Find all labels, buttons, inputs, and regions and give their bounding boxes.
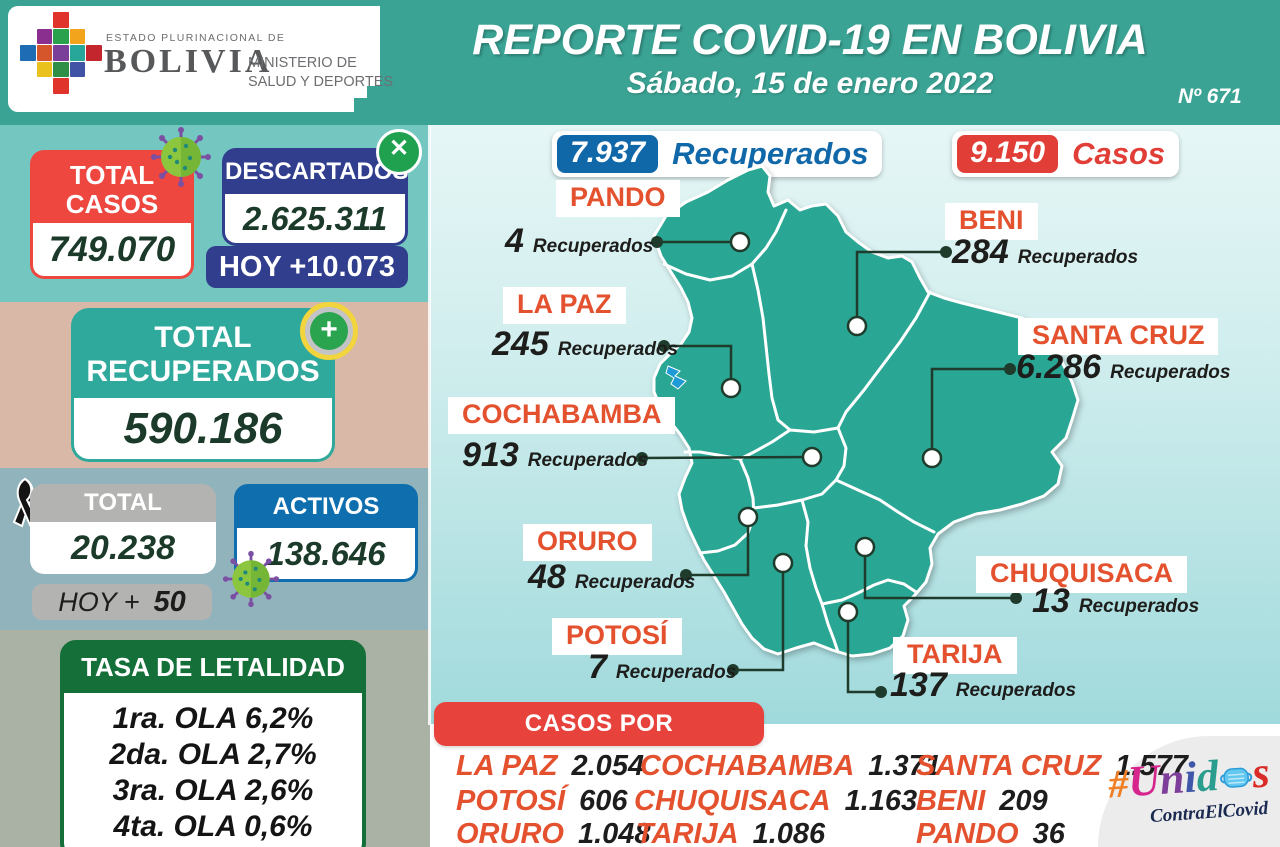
tasa-row-3: 3ra. OLA 2,6% [112,774,314,807]
dept-label-santa-cruz: SANTA CRUZ [1018,318,1219,355]
dept-label-tarija: TARIJA [893,637,1017,674]
total-recuperados-label: TOTAL RECUPERADOS [71,308,335,398]
cases-by-department-title: CASOS POR DEPARTAMENTO [434,702,764,781]
bolivia-outline [652,164,1080,658]
total-recuperados-value: 590.186 [123,404,283,453]
dept-label-la-paz: LA PAZ [503,287,626,324]
dept-value-la-paz: 245 Recuperados [492,325,679,363]
table-cell-chuquisaca: CHUQUISACA 1.163 [634,785,918,817]
label-end-dots [636,236,1022,698]
logo-top-text: ESTADO PLURINACIONAL DE [106,32,286,44]
daily-casos-badge: 9.150 Casos [952,131,1180,177]
tasa-row-2: 2da. OLA 2,7% [109,738,317,771]
dept-label-pando: PANDO [556,180,680,217]
report-number: Nº 671 [1178,85,1242,108]
table-row: LA PAZ 2.054 COCHABAMBA 1.371 SANTA CRUZ 1.… [456,750,1188,783]
dept-label-beni: BENI [945,203,1038,240]
report-date: Sábado, 15 de enero 2022 [626,67,994,100]
table-cell-potosi: POTOSÍ 606 [456,785,628,817]
descartados-value: 2.625.311 [242,200,388,237]
dept-value-chuquisaca: 13 Recuperados [1032,582,1200,620]
logo-country-name: BOLIVIA [104,43,273,80]
virus-icon [222,550,280,608]
plus-icon: + [300,302,358,360]
total-casos-value: 749.070 [48,230,176,269]
dept-value-cochabamba: 913 Recuperados [462,436,649,474]
unidos-campaign-logo: #Unid s [1106,747,1272,807]
table-cell-beni: BENI 209 [916,785,1048,817]
decesos-today: HOY + 50 [32,584,212,620]
dept-value-potosi: 7 Recuperados [588,648,737,686]
total-decesos-label: TOTAL DECESOS [30,484,216,554]
tasa-row-1: 1ra. OLA 6,2% [112,702,314,735]
daily-recuperados-value: 7.937 [557,135,659,173]
table-row: POTOSÍ 606 CHUQUISACA 1.163 BENI 209 [456,785,1048,818]
table-cell-santa-cruz: SANTA CRUZ 1.577 [916,750,1188,782]
daily-recuperados-label: Recuperados [672,136,869,171]
activos-label: ACTIVOS [234,484,418,528]
tasa-letalidad-card: TASA DE LETALIDAD 1ra. OLA 6,2% 2da. OLA… [60,640,366,847]
department-marker-dots [720,231,943,623]
decesos-today-value: 50 [153,585,186,618]
discarded-x-icon: ✕ [376,129,422,175]
tasa-letalidad-title: TASA DE LETALIDAD [60,640,366,693]
activos-value: 138.646 [266,535,386,572]
dept-value-oruro: 48 Recuperados [528,558,696,596]
dept-value-beni: 284 Recuperados [952,233,1139,271]
activos-card: ACTIVOS 138.646 [234,484,418,582]
dept-label-cochabamba: COCHABAMBA [448,397,676,434]
descartados-today: HOY +10.073 [206,246,408,288]
daily-recuperados-badge: 7.937 Recuperados [552,131,883,177]
total-decesos-value: 20.238 [71,529,175,567]
lake-titicaca-icon [665,365,687,390]
table-row: ORURO 1.048 TARIJA 1.086 PANDO 36 [456,818,1065,847]
table-cell-tarija: TARIJA 1.086 [636,818,826,847]
table-cell-cochabamba: COCHABAMBA 1.371 [640,750,941,782]
dept-label-chuquisaca: CHUQUISACA [976,556,1188,593]
tasa-row-4: 4ta. OLA 0,6% [113,810,313,843]
header-bar: ESTADO PLURINACIONAL DE BOLIVIA MINISTER… [0,0,1280,125]
virus-icon [151,127,211,187]
table-cell-pando: PANDO 36 [916,818,1065,847]
daily-casos-label: Casos [1072,136,1166,171]
face-mask-icon [1219,767,1252,788]
logo-step-decoration [354,86,367,98]
dept-value-santa-cruz: 6.286 Recuperados [1016,348,1231,386]
daily-casos-value: 9.150 [957,135,1059,173]
leader-lines [641,240,1016,694]
bolivia-map [636,164,1080,698]
page-title: REPORTE COVID-19 EN BOLIVIA [472,16,1148,64]
dept-value-pando: 4 Recuperados [505,222,654,260]
bolivia-mosaic-logo-icon [20,12,102,94]
dept-value-tarija: 137 Recuperados [890,666,1077,704]
ministry-name: MINISTERIO DE SALUD Y DEPORTES [248,55,394,90]
dept-label-potosi: POTOSÍ [552,618,682,655]
total-recuperados-card: TOTAL RECUPERADOS 590.186 [71,308,335,462]
dept-label-oruro: ORURO [523,524,652,561]
column-divider [428,125,431,725]
table-cell-la-paz: LA PAZ 2.054 [456,750,645,782]
department-borders [662,208,936,654]
table-cell-oruro: ORURO 1.048 [456,818,651,847]
logo-step-decoration [354,6,380,86]
